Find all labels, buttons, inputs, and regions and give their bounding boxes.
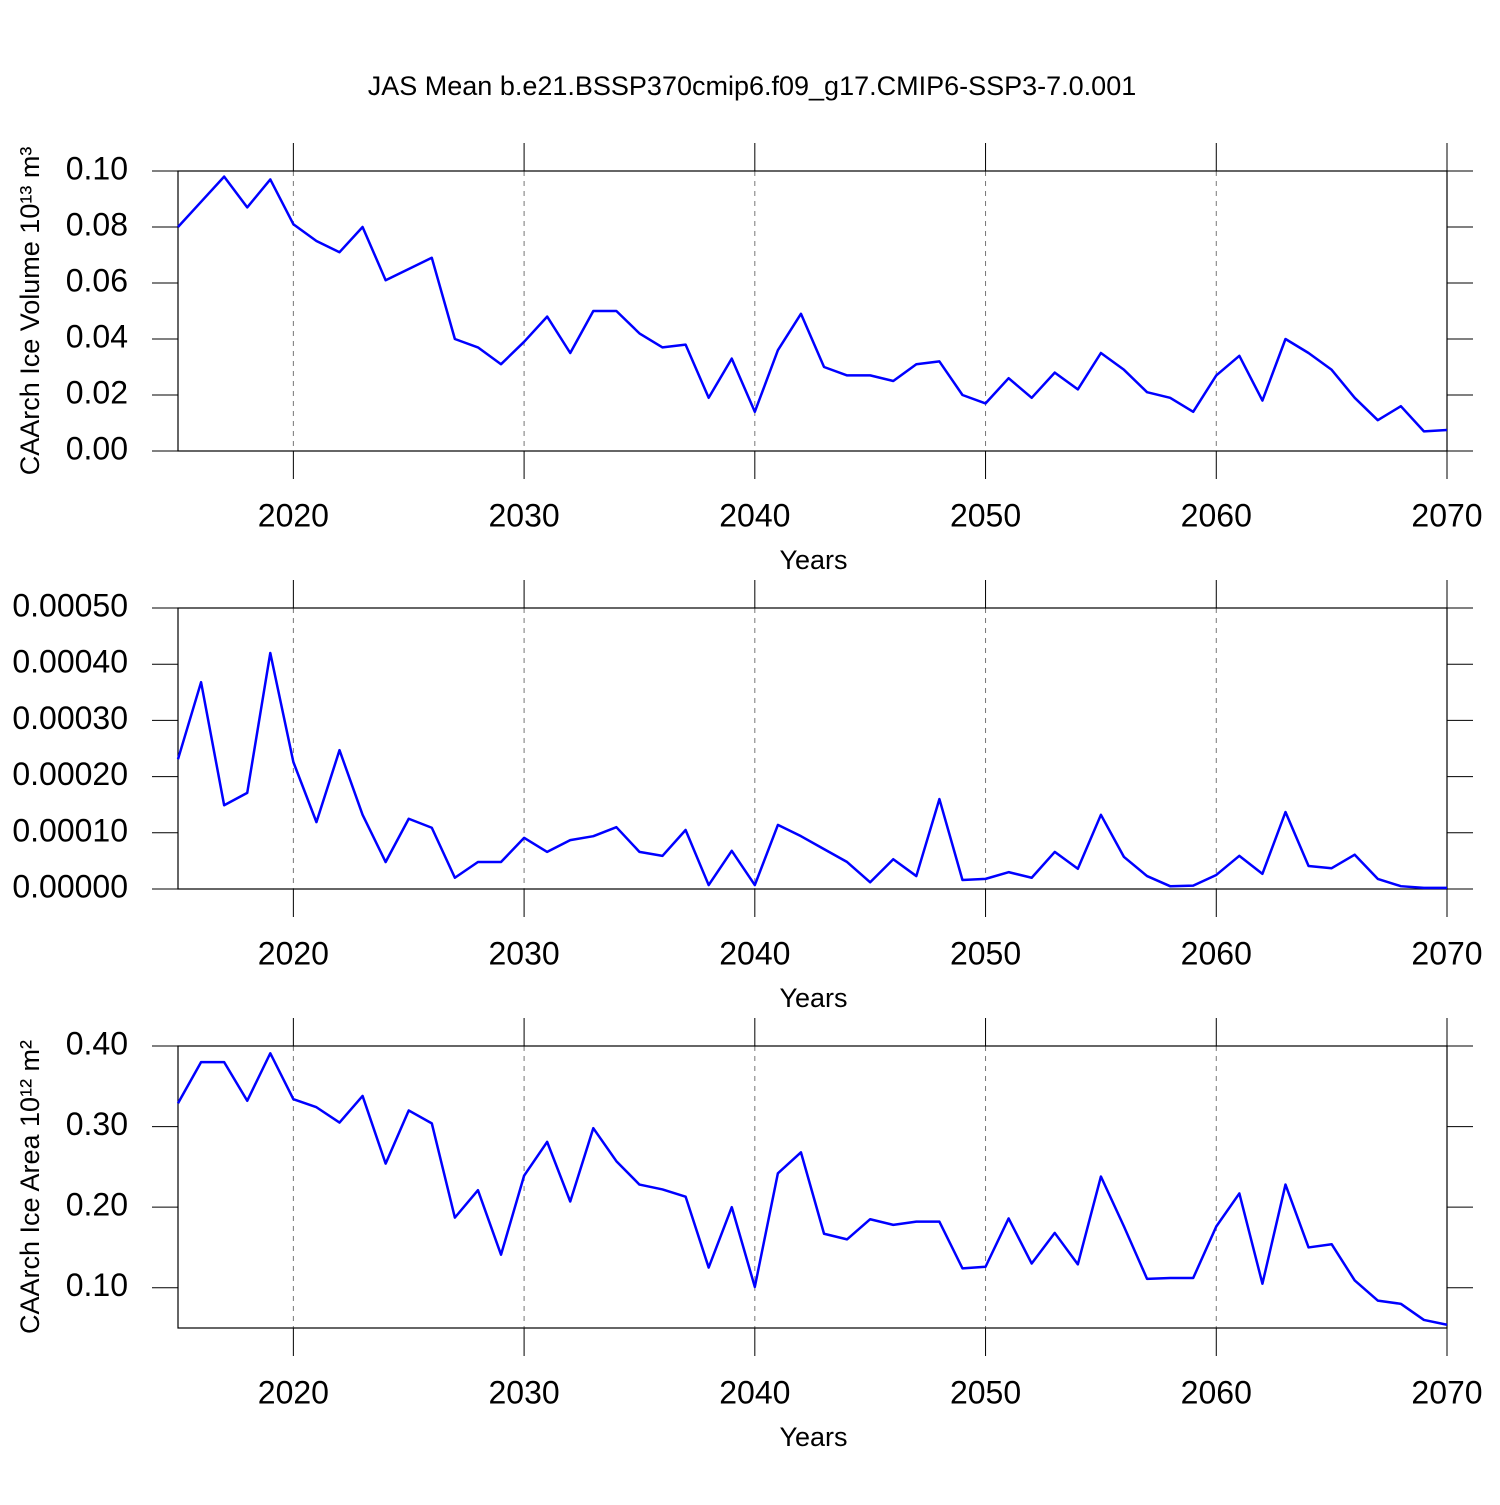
y-tick-label: 0.06 <box>66 262 128 298</box>
x-tick-label: 2060 <box>1181 935 1252 971</box>
y-tick-label: 0.00010 <box>12 812 128 848</box>
x-tick-label: 2030 <box>488 1374 559 1410</box>
y-tick-label: 0.20 <box>66 1187 128 1223</box>
y-axis-label: CAArch Ice Area 10¹² m² <box>15 1040 45 1334</box>
y-tick-label: 0.08 <box>66 206 128 242</box>
x-tick-label: 2040 <box>719 497 790 533</box>
x-tick-label: 2040 <box>719 935 790 971</box>
y-tick-label: 0.10 <box>66 150 128 186</box>
x-axis-label: Years <box>779 545 847 575</box>
x-tick-label: 2020 <box>258 497 329 533</box>
x-axis-label: Years <box>779 1422 847 1452</box>
y-tick-label: 0.00030 <box>12 700 128 736</box>
y-tick-label: 0.04 <box>66 318 128 354</box>
y-tick-label: 0.00000 <box>12 868 128 904</box>
x-tick-label: 2070 <box>1411 935 1482 971</box>
x-tick-label: 2070 <box>1411 497 1482 533</box>
x-tick-label: 2040 <box>719 1374 790 1410</box>
panel: 2020 2030 2040 2050 2060 2070 0.00000 0.00010 0.… <box>12 580 1483 1013</box>
data-line <box>176 1052 1448 1327</box>
y-tick-label: 0.30 <box>66 1106 128 1142</box>
chart-title: JAS Mean b.e21.BSSP370cmip6.f09_g17.CMIP… <box>368 71 1136 101</box>
x-tick-label: 2050 <box>950 935 1021 971</box>
plot-frame <box>177 1045 1448 1329</box>
panel: 2020 2030 2040 2050 2060 2070 0.00 0.02 0.04 0.06… <box>15 143 1483 575</box>
x-tick-label: 2050 <box>950 497 1021 533</box>
x-tick-label: 2030 <box>488 935 559 971</box>
data-line <box>177 175 1448 433</box>
y-tick-label: 0.10 <box>66 1267 128 1303</box>
x-axis-label: Years <box>779 983 847 1013</box>
y-tick-label: 0.00020 <box>12 756 128 792</box>
y-tick-label: 0.00 <box>66 430 128 466</box>
x-tick-label: 2070 <box>1411 1374 1482 1410</box>
plot-frame <box>177 607 1448 890</box>
y-tick-label: 0.40 <box>66 1025 128 1061</box>
x-tick-label: 2020 <box>258 935 329 971</box>
x-tick-label: 2060 <box>1181 497 1252 533</box>
x-tick-label: 2060 <box>1181 1374 1252 1410</box>
x-tick-label: 2030 <box>488 497 559 533</box>
y-axis-label: CAArch Ice Volume 10¹³ m³ <box>15 147 45 476</box>
x-tick-label: 2020 <box>258 1374 329 1410</box>
data-line <box>176 651 1447 890</box>
plot-frame <box>177 170 1448 452</box>
x-tick-label: 2050 <box>950 1374 1021 1410</box>
y-tick-label: 0.02 <box>66 374 128 410</box>
panel: 2020 2030 2040 2050 2060 2070 0.10 0.20 0.30 0.40… <box>15 1018 1483 1452</box>
y-tick-label: 0.00050 <box>12 587 128 623</box>
y-tick-label: 0.00040 <box>12 644 128 680</box>
